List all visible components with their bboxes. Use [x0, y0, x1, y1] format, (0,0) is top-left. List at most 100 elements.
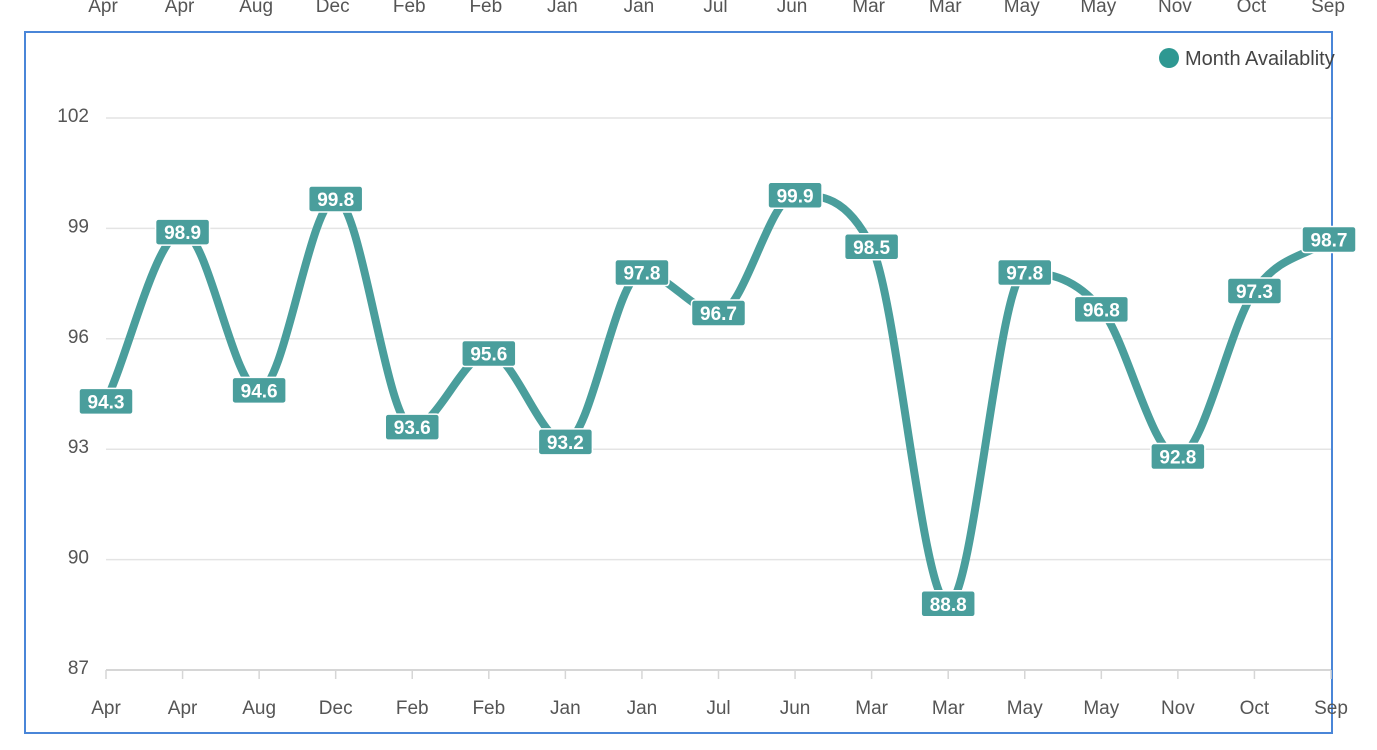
- top-x-label: Sep: [1311, 0, 1345, 17]
- data-label-text: 94.6: [241, 381, 278, 402]
- data-label-box: [1073, 295, 1130, 324]
- x-tick-label: Jan: [627, 698, 658, 719]
- data-label-box: [154, 218, 211, 246]
- x-tick-label: Nov: [1161, 698, 1195, 719]
- top-x-label: Mar: [852, 0, 885, 17]
- data-label-box: [1301, 225, 1357, 254]
- legend[interactable]: Month Availablity: [1159, 48, 1335, 70]
- x-tick-label: Jan: [550, 698, 581, 719]
- series-line: [102, 191, 1335, 608]
- x-tick-label: Dec: [319, 698, 353, 719]
- x-axis-ticks: Apr Apr Aug Dec Feb Feb Jan Jan Jul Jun Mar Mar May M…: [91, 670, 1348, 719]
- top-x-label: Mar: [929, 0, 962, 17]
- data-label: 92.8: [1150, 442, 1206, 471]
- data-label: 98.5: [843, 233, 900, 261]
- data-label-box: [384, 413, 440, 441]
- top-x-label: Jul: [703, 0, 727, 17]
- x-tick-label: Feb: [472, 698, 505, 719]
- data-label-text: 88.8: [930, 595, 967, 616]
- top-x-label: Feb: [393, 0, 426, 17]
- data-label: 97.8: [997, 258, 1053, 287]
- y-tick-label: 90: [68, 548, 89, 569]
- x-tick-label: Oct: [1240, 698, 1270, 719]
- data-label-box: [231, 376, 287, 405]
- data-label-box: [767, 181, 823, 210]
- x-tick-label: Feb: [396, 698, 429, 719]
- data-label-box: [78, 387, 134, 416]
- data-label-text: 98.5: [853, 238, 890, 259]
- data-label-box: [614, 258, 670, 287]
- data-label-text: 96.8: [1083, 300, 1120, 321]
- data-label-box: [843, 233, 900, 261]
- top-axis-labels: Apr Apr Aug Dec Feb Feb Jan Jan Jul Jun Mar Mar May M…: [88, 0, 1345, 17]
- data-label-box: [690, 299, 747, 327]
- data-label-text: 93.2: [547, 433, 584, 454]
- top-x-label: Oct: [1237, 0, 1267, 17]
- y-axis: 87 90 93 96 99 102: [57, 106, 89, 679]
- y-tick-label: 102: [57, 106, 89, 127]
- data-label: 93.6: [384, 413, 440, 441]
- data-label-text: 97.8: [1006, 264, 1043, 285]
- top-x-label: Jan: [624, 0, 655, 17]
- top-x-label: Jan: [547, 0, 578, 17]
- y-tick-label: 99: [68, 216, 89, 237]
- data-label-box: [997, 258, 1053, 287]
- data-label: 97.8: [614, 258, 670, 287]
- data-label: 96.7: [690, 299, 747, 327]
- data-label: 99.9: [767, 181, 823, 210]
- data-labels: 94.3 98.9 94.6 99.8 93.6 95.6 93.2 97.8 96.7 99.9…: [78, 181, 1357, 618]
- x-tick-label: Mar: [932, 698, 965, 719]
- data-label-box: [461, 339, 517, 368]
- data-label-text: 98.9: [164, 223, 201, 244]
- data-label: 98.7: [1301, 225, 1357, 254]
- x-tick-label: Aug: [242, 698, 276, 719]
- chart-frame: [24, 31, 1333, 734]
- data-label-text: 97.8: [623, 264, 660, 285]
- data-label-text: 93.6: [394, 418, 431, 439]
- legend-label: Month Availablity: [1185, 48, 1335, 70]
- data-label: 94.6: [231, 376, 287, 405]
- data-label-text: 97.3: [1236, 282, 1273, 303]
- data-label: 98.9: [154, 218, 211, 246]
- x-tick-label: Apr: [91, 698, 121, 719]
- top-x-label: May: [1080, 0, 1116, 17]
- top-x-label: May: [1004, 0, 1040, 17]
- x-tick-label: May: [1007, 698, 1043, 719]
- data-label-text: 98.7: [1311, 230, 1348, 251]
- data-label: 88.8: [920, 590, 976, 618]
- x-tick-label: Apr: [168, 698, 198, 719]
- data-label: 93.2: [537, 428, 594, 456]
- data-label: 95.6: [461, 339, 517, 368]
- data-label-text: 95.6: [470, 345, 507, 366]
- grid: [106, 117, 1331, 561]
- x-tick-label: Mar: [855, 698, 888, 719]
- data-label-box: [920, 590, 976, 618]
- top-x-label: Dec: [316, 0, 350, 17]
- top-x-label: Jun: [777, 0, 808, 17]
- data-label: 99.8: [307, 185, 364, 213]
- x-tick-label: May: [1083, 698, 1119, 719]
- data-label: 96.8: [1073, 295, 1130, 324]
- top-x-label: Aug: [239, 0, 273, 17]
- x-tick-label: Jul: [706, 698, 730, 719]
- data-label-box: [1150, 442, 1206, 471]
- top-x-label: Feb: [469, 0, 502, 17]
- x-tick-label: Jun: [780, 698, 811, 719]
- data-label-box: [537, 428, 594, 456]
- y-tick-label: 87: [68, 658, 89, 679]
- data-label-box: [307, 185, 364, 213]
- top-x-label: Apr: [88, 0, 118, 17]
- data-label-text: 94.3: [88, 392, 125, 413]
- y-tick-label: 93: [68, 437, 89, 458]
- top-x-label: Nov: [1158, 0, 1192, 17]
- data-label: 97.3: [1226, 277, 1283, 305]
- x-tick-label: Sep: [1314, 698, 1348, 719]
- data-label-text: 99.8: [317, 190, 354, 211]
- data-label: 94.3: [78, 387, 134, 416]
- data-label-text: 99.9: [777, 186, 814, 207]
- data-label-text: 92.8: [1159, 448, 1196, 469]
- y-tick-label: 96: [68, 327, 89, 348]
- data-label-text: 96.7: [700, 304, 737, 325]
- legend-marker: [1159, 48, 1179, 68]
